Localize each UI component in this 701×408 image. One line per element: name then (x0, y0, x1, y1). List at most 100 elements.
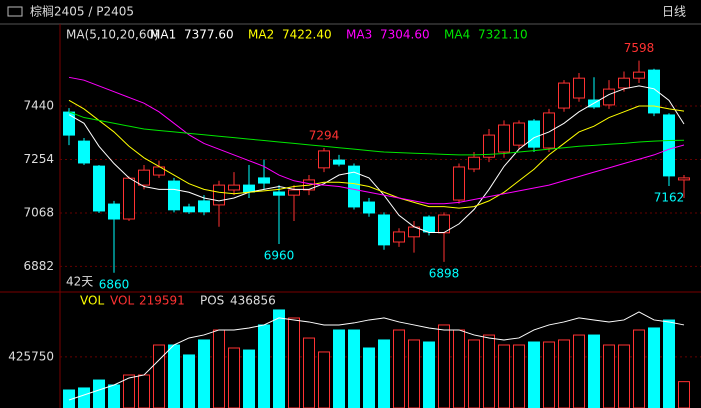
candle-body (78, 140, 90, 164)
legend-value: 7321.10 (478, 28, 528, 42)
candle-body (138, 169, 150, 186)
volume-bar (453, 329, 465, 408)
period[interactable]: 日线 (662, 5, 686, 19)
volume-bar (273, 309, 285, 408)
volume-bar (588, 334, 600, 408)
legend-name: MA3 (346, 28, 372, 42)
y-tick-label: 7440 (23, 99, 54, 113)
volume-bar (318, 351, 330, 408)
y-tick-label: 425750 (8, 349, 54, 363)
candle-body (423, 216, 435, 233)
candle-body (648, 69, 660, 114)
volume-bar (243, 349, 255, 408)
candle-body (123, 177, 135, 220)
volume-bar (63, 389, 75, 408)
candle-body (273, 191, 285, 196)
legend-name: MA1 (150, 28, 176, 42)
y-tick-label: 6882 (23, 259, 54, 273)
ma-line (68, 76, 685, 205)
candle-body (378, 214, 390, 246)
volume-bar (153, 344, 165, 408)
volume-bar (168, 344, 180, 408)
legend-name: POS (200, 294, 224, 308)
volume-bar (393, 329, 405, 408)
price-label: 6960 (264, 249, 295, 263)
volume-bar (108, 384, 120, 408)
volume-bar (648, 327, 660, 408)
legend-value: 7422.40 (282, 28, 332, 42)
candle-body (333, 159, 345, 165)
candle-body (453, 166, 465, 201)
candle-body (513, 122, 525, 146)
candle-body (558, 82, 570, 109)
volume-bar (78, 387, 90, 408)
volume-bar (558, 339, 570, 408)
volume-bar (348, 329, 360, 408)
candle-body (363, 201, 375, 214)
candle-body (288, 189, 300, 196)
volume-bar (198, 339, 210, 408)
pos-line (68, 311, 685, 401)
volume-bar (363, 347, 375, 408)
menu-icon[interactable] (7, 6, 23, 17)
candle-body (543, 112, 555, 149)
days-label: 42天 (66, 275, 93, 289)
volume-bar (258, 324, 270, 408)
volume-bar (213, 329, 225, 408)
candle-body (498, 124, 510, 153)
candle-body (93, 165, 105, 212)
ma-line (68, 99, 685, 209)
candle-body (258, 177, 270, 184)
y-tick-label: 7254 (23, 152, 54, 166)
volume-bar (138, 374, 150, 408)
candle-body (528, 120, 540, 148)
legend-name: MA4 (444, 28, 470, 42)
candle-body (348, 165, 360, 208)
price-label: 7162 (654, 190, 685, 204)
volume-bar (573, 334, 585, 408)
volume-bar (468, 339, 480, 408)
volume-bar (408, 339, 420, 408)
candle-body (633, 71, 645, 79)
candle-body (213, 184, 225, 206)
legend-name: MA2 (248, 28, 274, 42)
candle-body (393, 231, 405, 243)
volume-bar (498, 344, 510, 408)
price-label: 6860 (99, 277, 130, 291)
volume-bar (333, 329, 345, 408)
price-label: 7598 (624, 41, 655, 55)
volume-bar (228, 347, 240, 408)
candle-body (618, 77, 630, 89)
volume-bar (303, 337, 315, 408)
volume-bar (93, 379, 105, 408)
candle-body (63, 111, 75, 136)
candle-body (228, 184, 240, 191)
volume-bar (513, 344, 525, 408)
y-tick-label: 7068 (23, 205, 54, 219)
title: 棕榈2405 / P2405 (30, 4, 134, 19)
legend-name: VOL (110, 294, 134, 308)
volume-bar (678, 381, 690, 408)
candle-body (318, 150, 330, 169)
volume-bar (123, 374, 135, 408)
price-label: 7294 (309, 129, 340, 143)
ma-line (68, 111, 685, 156)
price-label: 6898 (429, 266, 460, 280)
volume-bar (378, 339, 390, 408)
volume-bar (633, 329, 645, 408)
indicator-label: MA(5,10,20,60) (66, 28, 159, 42)
volume-bar (603, 344, 615, 408)
volume-bar (183, 354, 195, 408)
candle-body (603, 88, 615, 106)
candle-body (198, 200, 210, 213)
volume-bar (543, 341, 555, 408)
volume-bar (288, 317, 300, 408)
candle-body (573, 77, 585, 99)
legend-value: 436856 (230, 294, 276, 308)
legend-value: 219591 (139, 294, 185, 308)
candle-body (168, 180, 180, 211)
volume-bar (483, 334, 495, 408)
candle-body (108, 203, 120, 220)
volume-bar (438, 324, 450, 408)
